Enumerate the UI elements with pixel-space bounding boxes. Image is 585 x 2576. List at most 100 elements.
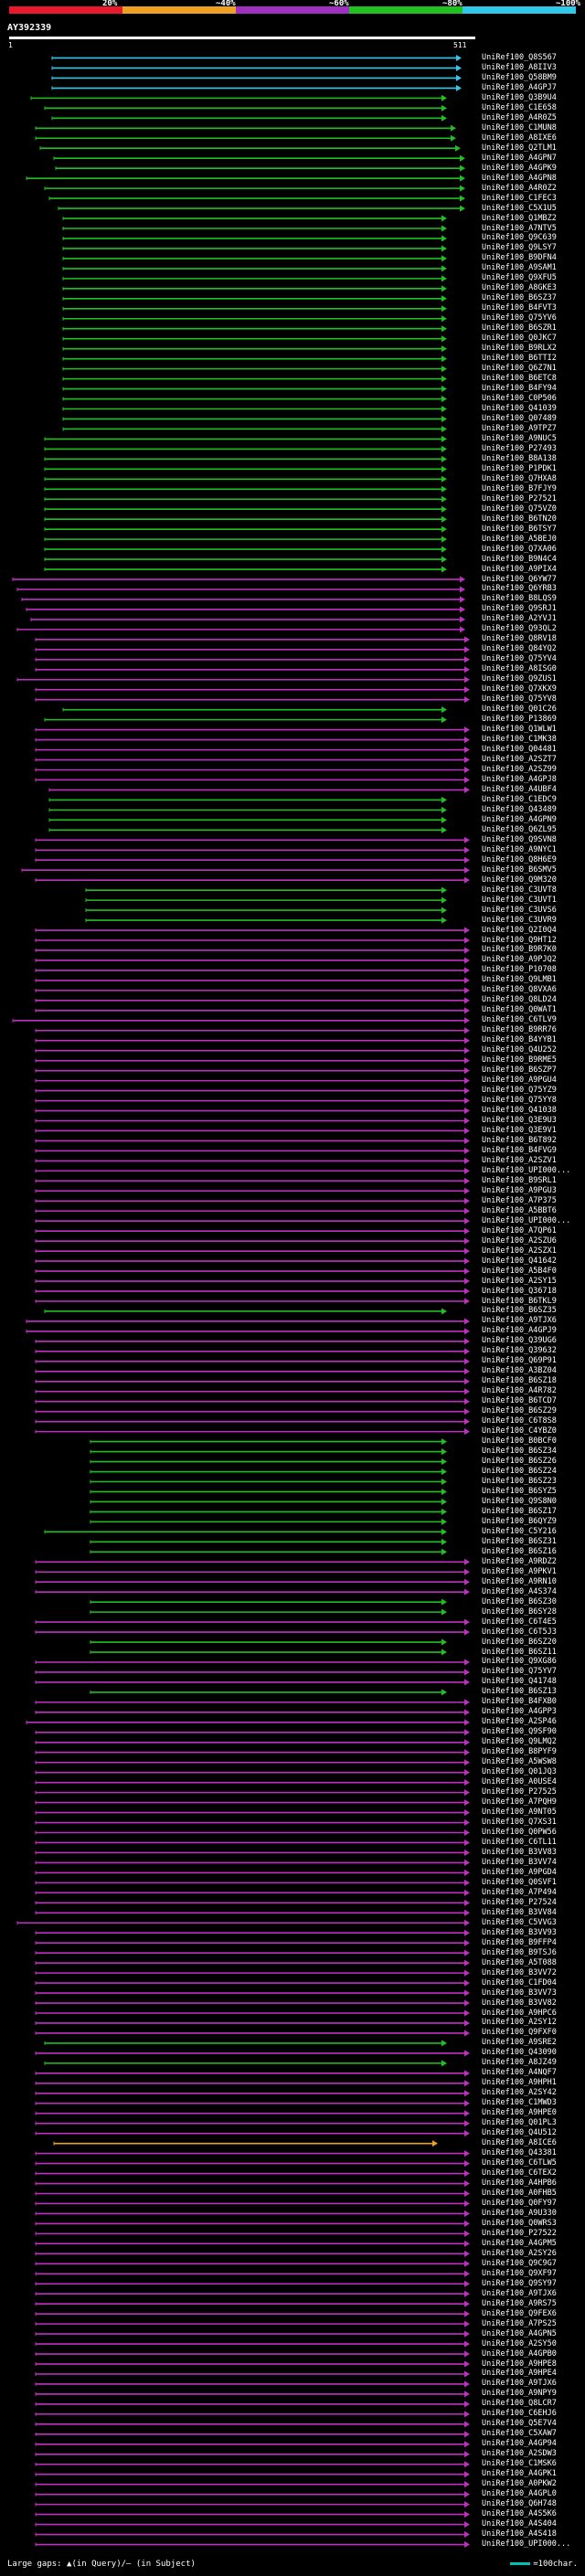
hit-label[interactable]: UniRef100_C1MUN8: [482, 122, 557, 133]
hit-alignment[interactable]: [35, 876, 470, 884]
hit-alignment[interactable]: [35, 1378, 470, 1385]
hit-alignment[interactable]: [35, 2080, 470, 2087]
hit-label[interactable]: UniRef100_B8A138: [482, 453, 557, 463]
hit-label[interactable]: UniRef100_Q58BM9: [482, 72, 557, 82]
hit-label[interactable]: UniRef100_B3VV73: [482, 1988, 557, 1998]
hit-label[interactable]: UniRef100_A4S5K6: [482, 2509, 557, 2519]
hit-alignment[interactable]: [35, 1267, 470, 1275]
hit-alignment[interactable]: [35, 2501, 470, 2508]
hit-label[interactable]: UniRef100_A5B4F0: [482, 1266, 557, 1276]
hit-alignment[interactable]: [35, 2110, 470, 2117]
hit-label[interactable]: UniRef100_A9TJX6: [482, 2379, 557, 2389]
hit-alignment[interactable]: [35, 776, 470, 783]
hit-alignment[interactable]: [35, 1819, 470, 1827]
hit-alignment[interactable]: [62, 295, 447, 302]
hit-label[interactable]: UniRef100_B6SZ17: [482, 1506, 557, 1516]
hit-label[interactable]: UniRef100_A2SY50: [482, 2338, 557, 2348]
hit-alignment[interactable]: [35, 1809, 470, 1817]
hit-label[interactable]: UniRef100_B6SZ34: [482, 1447, 557, 1457]
hit-alignment[interactable]: [90, 1468, 447, 1476]
hit-label[interactable]: UniRef100_B9RME5: [482, 1055, 557, 1065]
hit-alignment[interactable]: [90, 1518, 447, 1525]
hit-label[interactable]: UniRef100_Q75YY8: [482, 1096, 557, 1106]
hit-alignment[interactable]: [35, 1568, 470, 1575]
hit-alignment[interactable]: [35, 2300, 470, 2307]
hit-label[interactable]: UniRef100_A4NQF7: [482, 2068, 557, 2078]
hit-label[interactable]: UniRef100_C5X1U5: [482, 203, 557, 213]
hit-label[interactable]: UniRef100_B4FVG9: [482, 1145, 557, 1155]
hit-alignment[interactable]: [35, 2431, 470, 2438]
hit-alignment[interactable]: [90, 1478, 447, 1485]
hit-label[interactable]: UniRef100_Q4U252: [482, 1045, 557, 1055]
hit-alignment[interactable]: [26, 1719, 470, 1726]
hit-alignment[interactable]: [51, 114, 447, 122]
hit-label[interactable]: UniRef100_A4GPN9: [482, 814, 557, 824]
hit-alignment[interactable]: [44, 185, 465, 192]
hit-alignment[interactable]: [44, 465, 447, 472]
hit-label[interactable]: UniRef100_B9RR76: [482, 1025, 557, 1035]
hit-label[interactable]: UniRef100_A8JZ49: [482, 2058, 557, 2068]
hit-alignment[interactable]: [90, 1638, 447, 1646]
hit-alignment[interactable]: [26, 175, 465, 182]
hit-alignment[interactable]: [35, 2421, 470, 2428]
hit-alignment[interactable]: [35, 1659, 470, 1666]
hit-label[interactable]: UniRef100_A4GPJ9: [482, 1326, 557, 1336]
hit-alignment[interactable]: [35, 1298, 470, 1305]
hit-label[interactable]: UniRef100_Q41642: [482, 1256, 557, 1266]
hit-alignment[interactable]: [35, 1047, 470, 1055]
hit-label[interactable]: UniRef100_B3VV93: [482, 1927, 557, 1937]
hit-alignment[interactable]: [44, 485, 447, 493]
hit-label[interactable]: UniRef100_Q6YW77: [482, 574, 557, 584]
hit-label[interactable]: UniRef100_A2SZT7: [482, 755, 557, 765]
hit-label[interactable]: UniRef100_C1FEC3: [482, 193, 557, 203]
hit-alignment[interactable]: [48, 806, 447, 813]
hit-label[interactable]: UniRef100_B6SZ20: [482, 1637, 557, 1647]
hit-alignment[interactable]: [16, 626, 465, 633]
hit-alignment[interactable]: [35, 1108, 470, 1115]
hit-alignment[interactable]: [35, 2330, 470, 2337]
hit-label[interactable]: UniRef100_A9PGU4: [482, 1076, 557, 1086]
hit-alignment[interactable]: [35, 1157, 470, 1164]
hit-label[interactable]: UniRef100_A2SZ99: [482, 764, 557, 774]
hit-alignment[interactable]: [35, 1227, 470, 1235]
hit-label[interactable]: UniRef100_A2SZX1: [482, 1246, 557, 1256]
hit-alignment[interactable]: [35, 1418, 470, 1426]
hit-alignment[interactable]: [35, 757, 470, 764]
hit-alignment[interactable]: [35, 2441, 470, 2448]
hit-label[interactable]: UniRef100_Q9SY97: [482, 2278, 557, 2288]
hit-label[interactable]: UniRef100_Q9SRJ1: [482, 604, 557, 614]
hit-label[interactable]: UniRef100_Q0SVF1: [482, 1877, 557, 1887]
hit-alignment[interactable]: [35, 2280, 470, 2287]
hit-alignment[interactable]: [35, 1789, 470, 1797]
hit-alignment[interactable]: [62, 406, 447, 413]
hit-alignment[interactable]: [44, 716, 447, 724]
hit-alignment[interactable]: [85, 917, 447, 924]
hit-alignment[interactable]: [90, 1689, 447, 1696]
hit-alignment[interactable]: [35, 1288, 470, 1295]
hit-label[interactable]: UniRef100_A7PS25: [482, 2318, 557, 2328]
hit-label[interactable]: UniRef100_Q9FXF0: [482, 2028, 557, 2038]
hit-label[interactable]: UniRef100_Q9FEX6: [482, 2308, 557, 2318]
hit-label[interactable]: UniRef100_A9RN10: [482, 1576, 557, 1586]
hit-label[interactable]: UniRef100_Q8S567: [482, 52, 557, 62]
hit-alignment[interactable]: [35, 2170, 470, 2178]
hit-alignment[interactable]: [62, 225, 447, 232]
hit-label[interactable]: UniRef100_C5VVG3: [482, 1917, 557, 1927]
hit-label[interactable]: UniRef100_C1FD04: [482, 1977, 557, 1988]
hit-alignment[interactable]: [35, 2120, 470, 2127]
hit-label[interactable]: UniRef100_B6SZ37: [482, 293, 557, 303]
hit-label[interactable]: UniRef100_A7QP61: [482, 1225, 557, 1235]
hit-alignment[interactable]: [12, 1017, 470, 1024]
hit-label[interactable]: UniRef100_Q04481: [482, 745, 557, 755]
hit-alignment[interactable]: [35, 656, 470, 663]
hit-alignment[interactable]: [85, 906, 447, 914]
hit-label[interactable]: UniRef100_Q43090: [482, 2048, 557, 2058]
hit-label[interactable]: UniRef100_B6SZP7: [482, 1065, 557, 1076]
hit-label[interactable]: UniRef100_Q01JQ3: [482, 1767, 557, 1777]
hit-alignment[interactable]: [35, 2260, 470, 2267]
hit-label[interactable]: UniRef100_Q9S8N0: [482, 1496, 557, 1506]
hit-label[interactable]: UniRef100_Q6ZL95: [482, 824, 557, 834]
hit-label[interactable]: UniRef100_A4R0Z2: [482, 183, 557, 193]
hit-label[interactable]: UniRef100_B6ETC8: [482, 374, 557, 384]
hit-label[interactable]: UniRef100_Q8H6E9: [482, 854, 557, 864]
